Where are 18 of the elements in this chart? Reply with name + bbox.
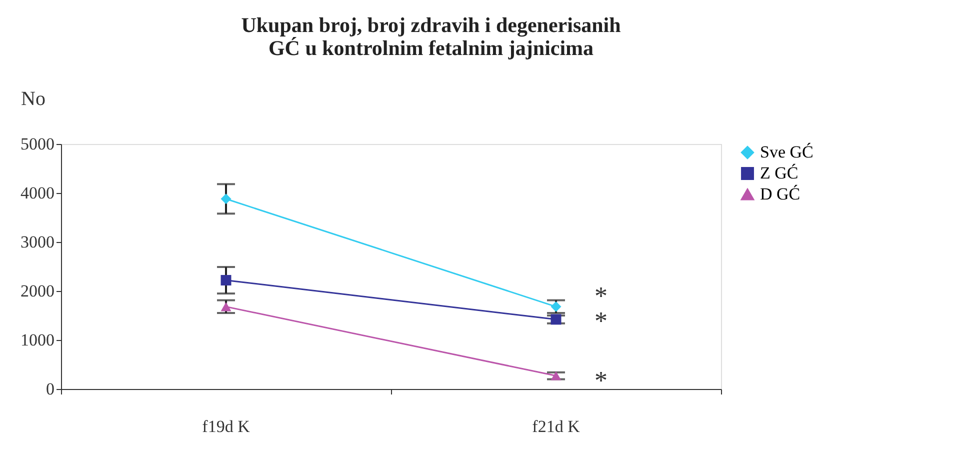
y-tick-label: 0: [46, 380, 54, 398]
y-tick-label: 1000: [20, 330, 54, 350]
point: [220, 194, 232, 204]
x-tick-label: f21d K: [532, 417, 581, 436]
y-tick-label: 5000: [20, 134, 54, 154]
annotation: *: [594, 366, 608, 395]
point: [220, 274, 232, 286]
y-axis-title: No: [21, 88, 46, 110]
y-tick-label: 2000: [20, 282, 54, 300]
legend-label: Sve GĆ: [760, 142, 814, 162]
y-tick-label: 3000: [20, 232, 54, 252]
legend-label: D GĆ: [760, 184, 800, 204]
chart-title: Ukupan broj, broj zdravih i degenerisanih GĆ u kontrolnim fetalnim jajnicima: [241, 13, 622, 60]
y-tick-label: 4000: [20, 184, 54, 202]
x-tick-label: f19d K: [202, 417, 251, 436]
legend-label: Z GĆ: [760, 164, 798, 182]
point: [550, 301, 562, 312]
point: [550, 314, 562, 325]
